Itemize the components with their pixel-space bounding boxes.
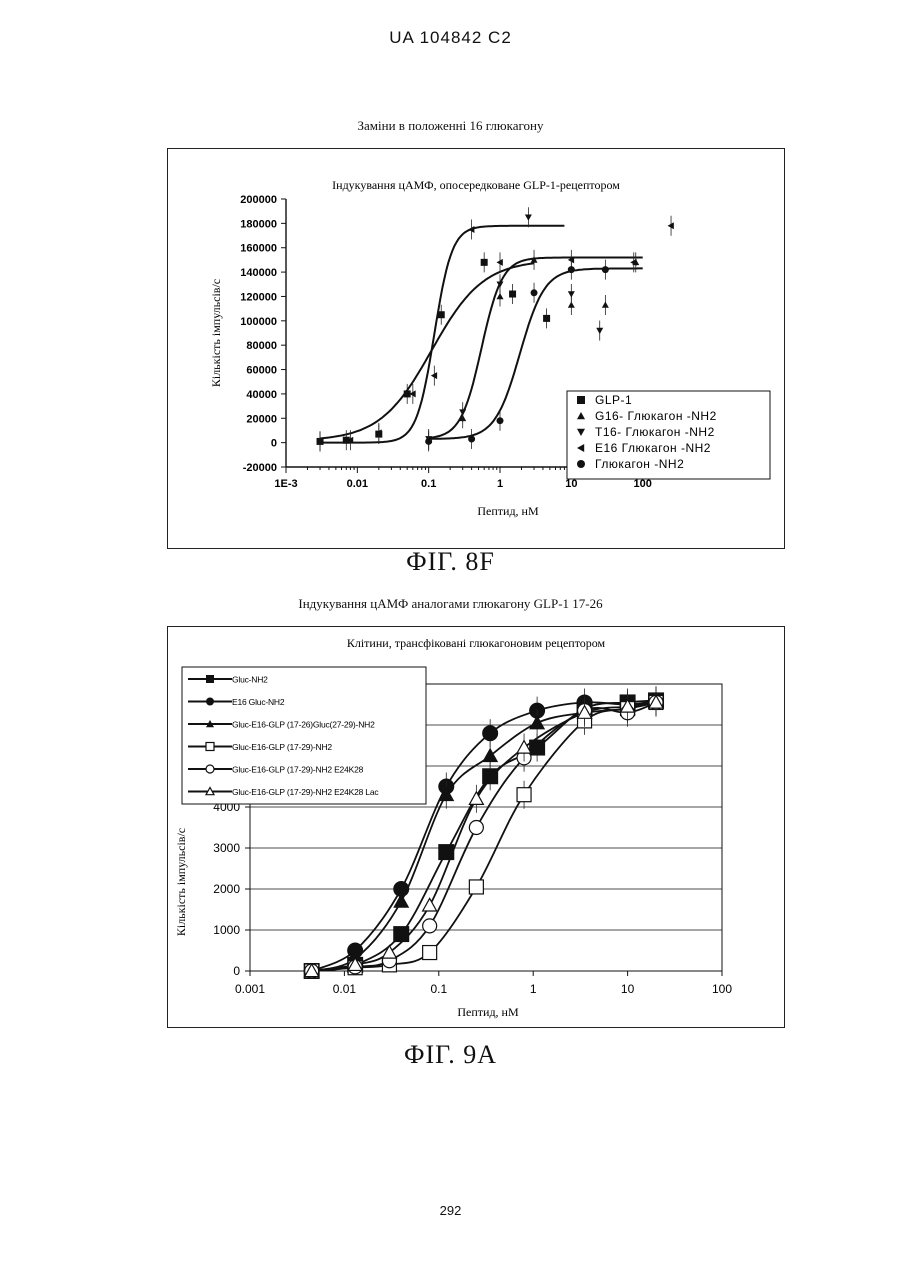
- data-point: [423, 946, 437, 960]
- y-tick-label: 2000: [213, 882, 240, 896]
- legend-label: GLP-1: [595, 393, 632, 407]
- y-tick-label: -20000: [243, 462, 277, 474]
- figure-9a-chart: Клітини, трансфіковані глюкагоновим реце…: [168, 627, 784, 1027]
- y-tick-label: 80000: [246, 340, 277, 352]
- y-tick-label: 0: [271, 438, 277, 450]
- y-tick-label: 3000: [213, 841, 240, 855]
- fit-curve: [320, 226, 564, 443]
- y-tick-label: 180000: [240, 218, 277, 230]
- x-axis-label: Пептид, нМ: [457, 1005, 519, 1019]
- data-point: [525, 214, 532, 220]
- legend-marker: [577, 460, 585, 468]
- data-point: [423, 919, 437, 933]
- legend-label: Gluc-E16-GLP (17-26)Gluc(27-29)-NH2: [232, 720, 375, 730]
- legend-label: E16 Gluc-NH2: [232, 697, 285, 707]
- data-point: [497, 417, 504, 424]
- x-tick-label: 1E-3: [274, 478, 297, 490]
- x-tick-label: 0.001: [235, 982, 265, 996]
- data-point: [596, 328, 603, 334]
- figure-8f-frame: Індукування цАМФ, опосередковане GLP-1-р…: [167, 148, 785, 549]
- data-point: [568, 291, 575, 297]
- data-point: [425, 438, 432, 445]
- legend-label: Gluc-E16-GLP (17-29)-NH2: [232, 742, 332, 752]
- y-tick-label: 1000: [213, 923, 240, 937]
- legend-marker: [206, 698, 214, 706]
- y-tick-label: 200000: [240, 194, 277, 206]
- figure-9a-frame: Клітини, трансфіковані глюкагоновим реце…: [167, 626, 785, 1028]
- data-point: [602, 266, 609, 273]
- x-tick-label: 0.1: [430, 982, 447, 996]
- data-point: [602, 301, 609, 307]
- legend-label: E16 Глюкагон -NH2: [595, 441, 711, 455]
- figure-8f-label: ФІГ. 8F: [0, 547, 901, 577]
- page-number: 292: [0, 1203, 901, 1218]
- legend-label: Gluc-E16-GLP (17-29)-NH2 E24K28: [232, 765, 364, 775]
- x-tick-label: 100: [633, 478, 651, 490]
- chart-title: Індукування цАМФ, опосередковане GLP-1-р…: [332, 178, 620, 192]
- x-tick-label: 0.01: [347, 478, 368, 490]
- figure-9a-caption: Індукування цАМФ аналогами глюкагону GLP…: [0, 596, 901, 612]
- x-tick-label: 1: [497, 478, 503, 490]
- data-point: [543, 315, 550, 322]
- data-point: [481, 259, 488, 266]
- data-point: [517, 788, 531, 802]
- data-point: [468, 435, 475, 442]
- x-tick-label: 1: [530, 982, 537, 996]
- y-tick-label: 20000: [246, 413, 277, 425]
- data-point: [469, 880, 483, 894]
- legend-label: Глюкагон -NH2: [595, 457, 684, 471]
- data-point: [531, 289, 538, 296]
- fit-curve: [320, 263, 534, 438]
- legend-marker: [206, 743, 214, 751]
- y-tick-label: 120000: [240, 291, 277, 303]
- data-point: [568, 266, 575, 273]
- legend-marker: [577, 396, 585, 404]
- y-axis-label: Кількість імпульсів/с: [174, 828, 188, 936]
- figure-9a-label: ФІГ. 9А: [0, 1040, 901, 1070]
- data-point: [469, 821, 483, 835]
- y-tick-label: 140000: [240, 267, 277, 279]
- y-tick-label: 0: [233, 964, 240, 978]
- y-tick-label: 40000: [246, 389, 277, 401]
- x-tick-label: 0.01: [333, 982, 357, 996]
- x-tick-label: 10: [621, 982, 635, 996]
- legend-marker: [206, 765, 214, 773]
- data-point: [482, 725, 498, 741]
- figure-8f-chart: Індукування цАМФ, опосередковане GLP-1-р…: [168, 149, 784, 548]
- data-point: [438, 844, 454, 860]
- legend-marker: [206, 675, 214, 683]
- data-point: [509, 291, 516, 298]
- chart-title: Клітини, трансфіковані глюкагоновим реце…: [347, 636, 606, 650]
- legend-label: G16- Глюкагон -NH2: [595, 409, 717, 423]
- y-axis-label: Кількість імпульсів/с: [209, 279, 223, 387]
- y-tick-label: 100000: [240, 316, 277, 328]
- patent-number: UA 104842 C2: [0, 28, 901, 48]
- x-tick-label: 0.1: [421, 478, 436, 490]
- data-point: [393, 926, 409, 942]
- x-axis-label: Пептид, нМ: [477, 504, 539, 518]
- data-point: [459, 409, 466, 415]
- x-tick-label: 10: [565, 478, 577, 490]
- y-tick-label: 60000: [246, 365, 277, 377]
- data-point: [482, 768, 498, 784]
- x-tick-label: 100: [712, 982, 732, 996]
- data-point: [438, 311, 445, 318]
- y-tick-label: 160000: [240, 243, 277, 255]
- legend-label: T16- Глюкагон -NH2: [595, 425, 715, 439]
- figure-8f-caption: Заміни в положенні 16 глюкагону: [0, 118, 901, 134]
- legend-label: Gluc-NH2: [232, 675, 268, 685]
- legend-label: Gluc-E16-GLP (17-29)-NH2 E24K28 Lac: [232, 787, 379, 797]
- legend-box: [182, 667, 426, 804]
